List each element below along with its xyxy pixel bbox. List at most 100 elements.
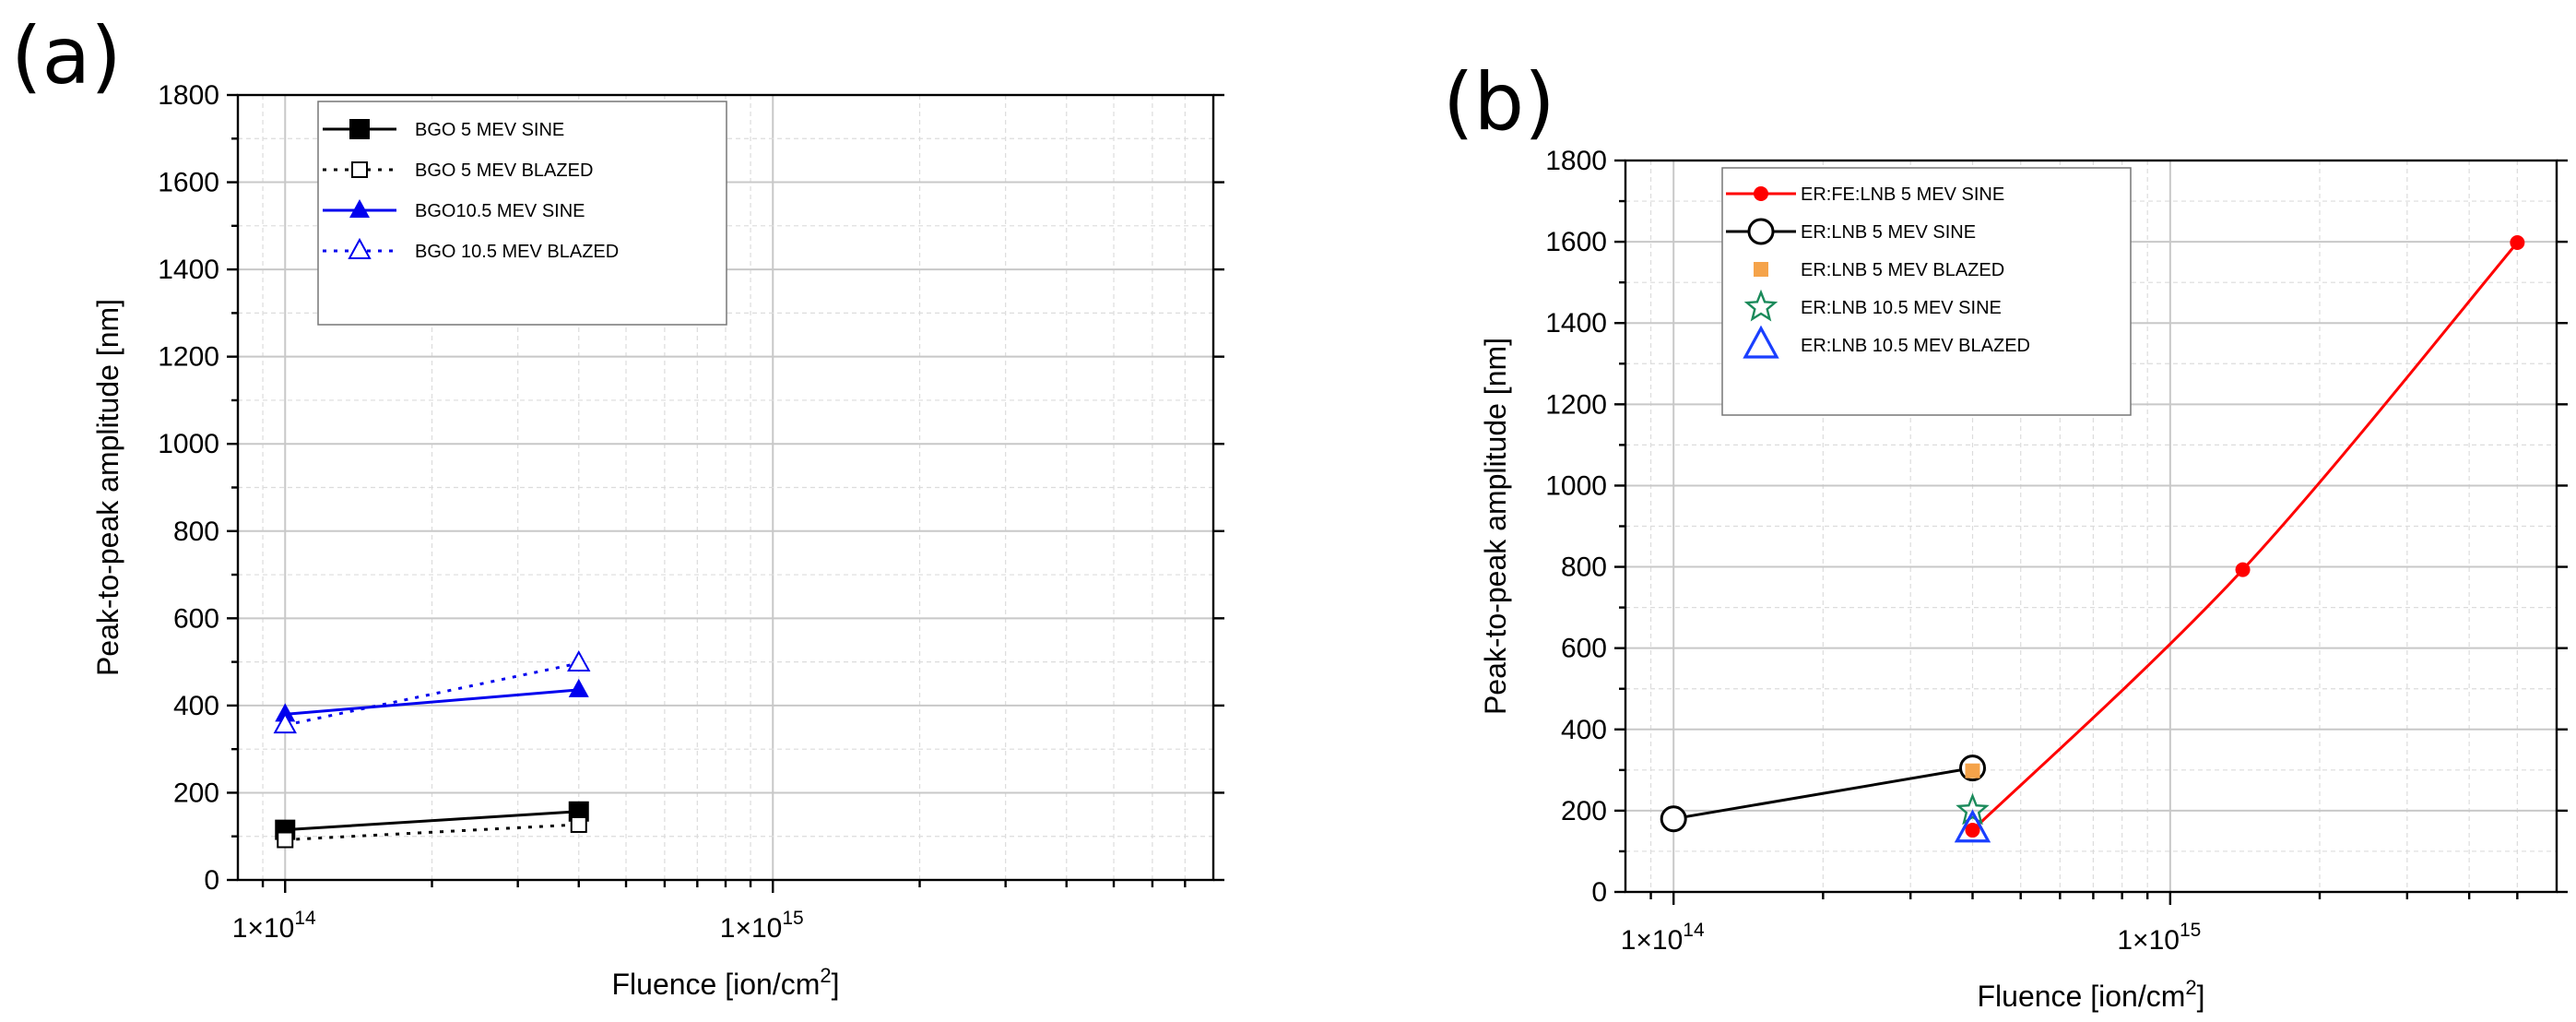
series-bgo-5-mev-blazed (277, 815, 587, 849)
chart-panel-b: (b) 0 200 400 600 800 1000 1200 1400 1600 1800 1×10… (1443, 56, 2568, 1013)
y-tick-label: 0 (1591, 877, 1607, 908)
legend-marker (1754, 262, 1768, 277)
legend-item: BGO10.5 MEV SINE (323, 199, 585, 221)
legend-item: ER:LNB 5 MEV SINE (1726, 218, 1976, 245)
legend-label: BGO 5 MEV SINE (415, 120, 564, 140)
legend-label: BGO10.5 MEV SINE (415, 201, 585, 221)
x-axis-title-superscript: 2 (820, 964, 831, 987)
x-tick-label: 1×1015 (720, 908, 804, 944)
data-point (1956, 792, 1990, 826)
legend: BGO 5 MEV SINE BGO 5 MEV BLAZED BGO10.5 ME… (317, 101, 727, 326)
series-line (285, 688, 579, 716)
y-tick-label: 800 (173, 517, 219, 547)
x-tick-exponent: 15 (2180, 920, 2201, 941)
y-tick-label: 200 (1561, 796, 1607, 826)
x-axis-title-superscript: 2 (2185, 976, 2196, 999)
y-tick-label: 800 (1561, 553, 1607, 583)
x-axis-title-main: Fluence [ion/cm (1977, 980, 2185, 1013)
chart-panel-a: (a) 0 200 400 600 800 1000 1200 1400 1600 1800 1×10… (11, 10, 1224, 1001)
panel-label: (a) (11, 10, 122, 102)
legend-label: BGO 10.5 MEV BLAZED (415, 242, 619, 262)
legend-box (317, 101, 727, 326)
y-axis-title: Peak-to-peak amplitude [nm] (1479, 338, 1512, 715)
x-tick-base: 1×10 (1621, 925, 1684, 956)
x-tick-exponent: 14 (294, 908, 316, 929)
legend-item: ER:LNB 5 MEV BLAZED (1754, 260, 2004, 280)
x-axis-title: Fluence [ion/cm2] (611, 964, 839, 1001)
legend-label: ER:LNB 10.5 MEV SINE (1801, 298, 2002, 318)
y-tick-label: 1400 (158, 255, 219, 285)
y-tick-label: 1600 (158, 168, 219, 198)
series-line (285, 823, 579, 842)
series-group (1660, 234, 2525, 843)
y-tick-label: 1000 (158, 429, 219, 459)
series-er-lnb-10-5-mev-blazed (1954, 809, 1991, 843)
legend-item: ER:LNB 10.5 MEV BLAZED (1743, 325, 2030, 359)
series-line (1672, 766, 1973, 821)
legend-item: BGO 10.5 MEV BLAZED (323, 237, 619, 262)
x-tick-label: 1×1015 (2117, 920, 2201, 956)
series-line (285, 810, 579, 832)
data-point (1954, 809, 1991, 843)
legend-item: BGO 5 MEV SINE (323, 119, 564, 140)
y-tick-label: 1200 (158, 342, 219, 373)
y-tick-label: 1000 (1545, 470, 1607, 501)
series-er-lnb-5-mev-blazed (1965, 763, 1980, 778)
y-tick-label: 1600 (1545, 227, 1607, 257)
data-point (1660, 805, 1687, 833)
series-er-fe-lnb-5-mev-sine (1965, 234, 2525, 838)
legend-box (1721, 167, 2132, 416)
y-tick-label: 600 (173, 603, 219, 634)
y-tick-label: 0 (204, 865, 219, 896)
legend-marker (1743, 289, 1778, 322)
y-axis-title: Peak-to-peak amplitude [nm] (91, 299, 124, 676)
legend-marker (351, 161, 368, 178)
grid (1625, 160, 2557, 892)
legend-marker (349, 199, 370, 218)
legend-label: ER:LNB 10.5 MEV BLAZED (1801, 336, 2030, 356)
series-group (273, 649, 591, 849)
x-axis-title-main: Fluence [ion/cm (611, 968, 820, 1001)
x-axis-title: Fluence [ion/cm2] (1977, 976, 2204, 1013)
data-point (1965, 763, 1980, 778)
x-tick-exponent: 14 (1683, 920, 1705, 941)
legend-marker (348, 237, 372, 259)
series-er-lnb-10-5-mev-sine (1956, 792, 1990, 826)
legend-marker (1747, 218, 1775, 245)
x-tick-base: 1×10 (2117, 925, 2180, 956)
legend-item: ER:LNB 10.5 MEV SINE (1743, 289, 2002, 322)
data-point (2510, 234, 2525, 250)
y-tick-label: 1800 (1545, 146, 1607, 176)
series-bgo-10-5-mev-blazed (273, 649, 591, 734)
legend: ER:FE:LNB 5 MEV SINE ER:LNB 5 MEV SINE ER:… (1721, 167, 2132, 416)
data-point (570, 815, 587, 833)
y-tick-label: 200 (173, 778, 219, 808)
x-axis-title-end: ] (832, 968, 840, 1001)
x-tick-label: 1×1014 (232, 908, 316, 944)
y-tick-label: 600 (1561, 634, 1607, 664)
legend-marker (1754, 186, 1768, 201)
y-tick-label: 1800 (158, 80, 219, 111)
y-tick-label: 1400 (1545, 308, 1607, 339)
legend-item: BGO 5 MEV BLAZED (323, 160, 593, 181)
x-tick-label: 1×1014 (1621, 920, 1705, 956)
legend-label: ER:LNB 5 MEV SINE (1801, 222, 1976, 243)
data-point (568, 678, 589, 697)
x-tick-exponent: 15 (782, 908, 803, 929)
legend-marker (349, 119, 370, 139)
x-tick-base: 1×10 (720, 913, 783, 944)
legend-marker (1743, 325, 1779, 359)
legend-label: ER:FE:LNB 5 MEV SINE (1801, 184, 2004, 205)
y-tick-label: 1200 (1545, 389, 1607, 420)
y-tick-label: 400 (1561, 715, 1607, 745)
legend-label: ER:LNB 5 MEV BLAZED (1801, 260, 2004, 280)
data-point (273, 712, 297, 734)
data-point (567, 649, 591, 672)
x-tick-base: 1×10 (232, 913, 295, 944)
data-point (2235, 562, 2251, 577)
panel-label: (b) (1443, 56, 1555, 149)
y-tick-label: 400 (173, 691, 219, 721)
legend-label: BGO 5 MEV BLAZED (415, 160, 593, 181)
data-point (277, 831, 294, 849)
